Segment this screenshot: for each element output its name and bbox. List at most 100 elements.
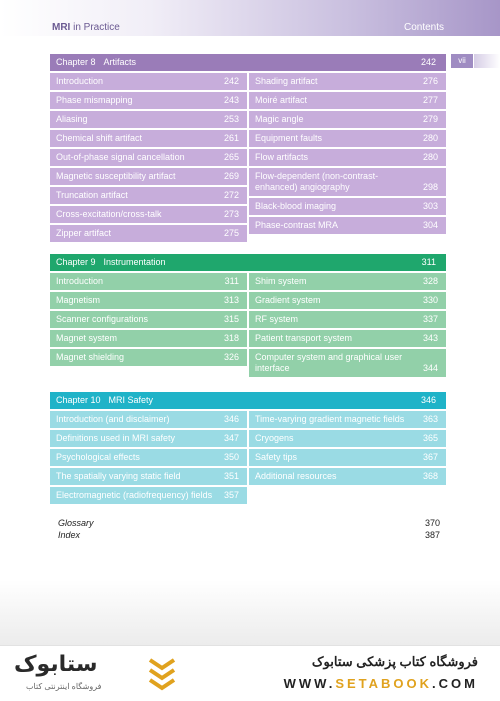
toc-entry-page: 275 <box>223 228 239 238</box>
toc-entry[interactable]: Time-varying gradient magnetic fields 363 <box>249 411 446 428</box>
chapter-label: Chapter 10 <box>56 395 101 405</box>
toc-entry-title: Psychological effects <box>56 452 140 462</box>
toc-entry[interactable]: Magic angle 279 <box>249 111 446 128</box>
glossary-page: 370 <box>424 518 440 528</box>
toc-entry-title: Cryogens <box>255 433 294 443</box>
toc-entry[interactable]: Black-blood imaging 303 <box>249 198 446 215</box>
toc-entry-page: 269 <box>223 171 239 181</box>
toc-entry[interactable]: Psychological effects 350 <box>50 449 247 466</box>
toc-entry-title: Chemical shift artifact <box>56 133 143 143</box>
toc-entry[interactable]: Electromagnetic (radiofrequency) fields 3… <box>50 487 247 504</box>
toc-entry-page: 277 <box>422 95 438 105</box>
toc-entry[interactable]: Flow artifacts 280 <box>249 149 446 166</box>
chapter-label: Chapter 8 <box>56 57 96 67</box>
chapter-page: 346 <box>420 395 436 405</box>
toc-entry[interactable]: Additional resources 368 <box>249 468 446 485</box>
toc-entry-title: Cross-excitation/cross-talk <box>56 209 162 219</box>
toc-entry[interactable]: Chemical shift artifact 261 <box>50 130 247 147</box>
toc-entry-page: 363 <box>422 414 438 424</box>
toc-entry-title: Shim system <box>255 276 307 286</box>
toc-entry[interactable]: RF system 337 <box>249 311 446 328</box>
toc-entry[interactable]: Cryogens 365 <box>249 430 446 447</box>
toc-entry[interactable]: Introduction 311 <box>50 273 247 290</box>
toc-entry-page: 280 <box>422 133 438 143</box>
toc-entry[interactable]: Phase-contrast MRA 304 <box>249 217 446 234</box>
toc-entry[interactable]: Truncation artifact 272 <box>50 187 247 204</box>
toc-entry[interactable]: Cross-excitation/cross-talk 273 <box>50 206 247 223</box>
toc-entry-title: RF system <box>255 314 299 324</box>
toc-entry[interactable]: The spatially varying static field 351 <box>50 468 247 485</box>
toc-entry-page: 318 <box>223 333 239 343</box>
toc-entry-title: The spatially varying static field <box>56 471 181 481</box>
toc-entry-title: Magnetism <box>56 295 101 305</box>
toc-column-left: Introduction 311 Magnetism 313 Scanner confi… <box>50 273 247 377</box>
toc-entry[interactable]: Flow-dependent (non-contrast-enhanced) a… <box>249 168 446 196</box>
toc-entry[interactable]: Shim system 328 <box>249 273 446 290</box>
toc-entry-page: 330 <box>422 295 438 305</box>
shop-url[interactable]: WWW.SETABOOK.COM <box>284 676 478 691</box>
toc-column-right: Shim system 328 Gradient system 330 RF syste… <box>249 273 446 377</box>
toc-entry-title: Magnetic susceptibility artifact <box>56 171 176 181</box>
toc-entry-page: 311 <box>224 276 239 286</box>
toc-entry[interactable]: Magnet shielding 326 <box>50 349 247 366</box>
toc-entry-page: 253 <box>223 114 239 124</box>
chapter-heading: Chapter 9 Instrumentation 311 <box>50 254 446 271</box>
toc-entry[interactable]: Gradient system 330 <box>249 292 446 309</box>
shop-name: فروشگاه کتاب پزشکی ستابوک <box>311 654 478 669</box>
toc-entry-page: 280 <box>422 152 438 162</box>
toc-entry-title: Gradient system <box>255 295 321 305</box>
page-number-strip <box>474 54 500 68</box>
toc-entry[interactable]: Magnetic susceptibility artifact 269 <box>50 168 247 185</box>
toc-entry-page: 346 <box>223 414 239 424</box>
toc-entry[interactable]: Aliasing 253 <box>50 111 247 128</box>
toc-entry-page: 298 <box>422 182 438 192</box>
index-label: Index <box>58 530 81 540</box>
toc-entry-page: 261 <box>223 133 239 143</box>
logo-subtitle: فروشگاه اینترنتی کتاب <box>26 682 102 691</box>
glossary-label: Glossary <box>58 518 94 528</box>
toc-entry[interactable]: Equipment faults 280 <box>249 130 446 147</box>
toc-entry-page: 368 <box>422 471 438 481</box>
toc-entry-page: 326 <box>223 352 239 362</box>
toc-entry-page: 279 <box>422 114 438 124</box>
chapter-heading: Chapter 8 Artifacts 242 <box>50 54 446 71</box>
toc-entry-page: 343 <box>422 333 438 343</box>
back-matter-glossary: Glossary 370 <box>58 518 440 528</box>
toc-entry-title: Aliasing <box>56 114 88 124</box>
toc-entry[interactable]: Shading artifact 276 <box>249 73 446 90</box>
toc-entry[interactable]: Magnetism 313 <box>50 292 247 309</box>
toc-entry-title: Safety tips <box>255 452 298 462</box>
toc-entry-page: 328 <box>422 276 438 286</box>
toc-entry-title: Out-of-phase signal cancellation <box>56 152 185 162</box>
toc-entry[interactable]: Phase mismapping 243 <box>50 92 247 109</box>
toc-entry-title: Black-blood imaging <box>255 201 337 211</box>
toc-entry[interactable]: Introduction 242 <box>50 73 247 90</box>
chapter-title: Instrumentation <box>103 257 166 267</box>
toc-entry-title: Magnet system <box>56 333 118 343</box>
toc-entry[interactable]: Magnet system 318 <box>50 330 247 347</box>
toc-entry[interactable]: Computer system and graphical user inter… <box>249 349 446 377</box>
toc-entry[interactable]: Scanner configurations 315 <box>50 311 247 328</box>
toc-entry[interactable]: Patient transport system 343 <box>249 330 446 347</box>
toc-entry[interactable]: Moiré artifact 277 <box>249 92 446 109</box>
section-title: Contents <box>403 22 444 33</box>
toc-entry-title: Magic angle <box>255 114 304 124</box>
toc-entry[interactable]: Out-of-phase signal cancellation 265 <box>50 149 247 166</box>
toc-entry[interactable]: Zipper artifact 275 <box>50 225 247 242</box>
chapter-9-block: Chapter 9 Instrumentation 311 Introduction 3… <box>50 254 446 377</box>
toc-entry[interactable]: Introduction (and disclaimer) 346 <box>50 411 247 428</box>
toc-entry-title: Definitions used in MRI safety <box>56 433 176 443</box>
toc-entry-title: Introduction (and disclaimer) <box>56 414 170 424</box>
toc-entry-title: Phase mismapping <box>56 95 133 105</box>
chapter-title: MRI Safety <box>108 395 154 405</box>
toc-entry-page: 273 <box>223 209 239 219</box>
toc-column-right: Shading artifact 276 Moiré artifact 277 Magi… <box>249 73 446 242</box>
toc-entry[interactable]: Definitions used in MRI safety 347 <box>50 430 247 447</box>
toc-entry-title: Computer system and graphical user inter… <box>255 352 403 373</box>
toc-entry-title: Flow artifacts <box>255 152 309 162</box>
store-banner <box>0 645 500 701</box>
toc-entry-page: 344 <box>422 363 438 373</box>
toc-entry[interactable]: Safety tips 367 <box>249 449 446 466</box>
toc-entry-title: Introduction <box>56 76 104 86</box>
url-highlight: SETABOOK <box>335 676 433 691</box>
